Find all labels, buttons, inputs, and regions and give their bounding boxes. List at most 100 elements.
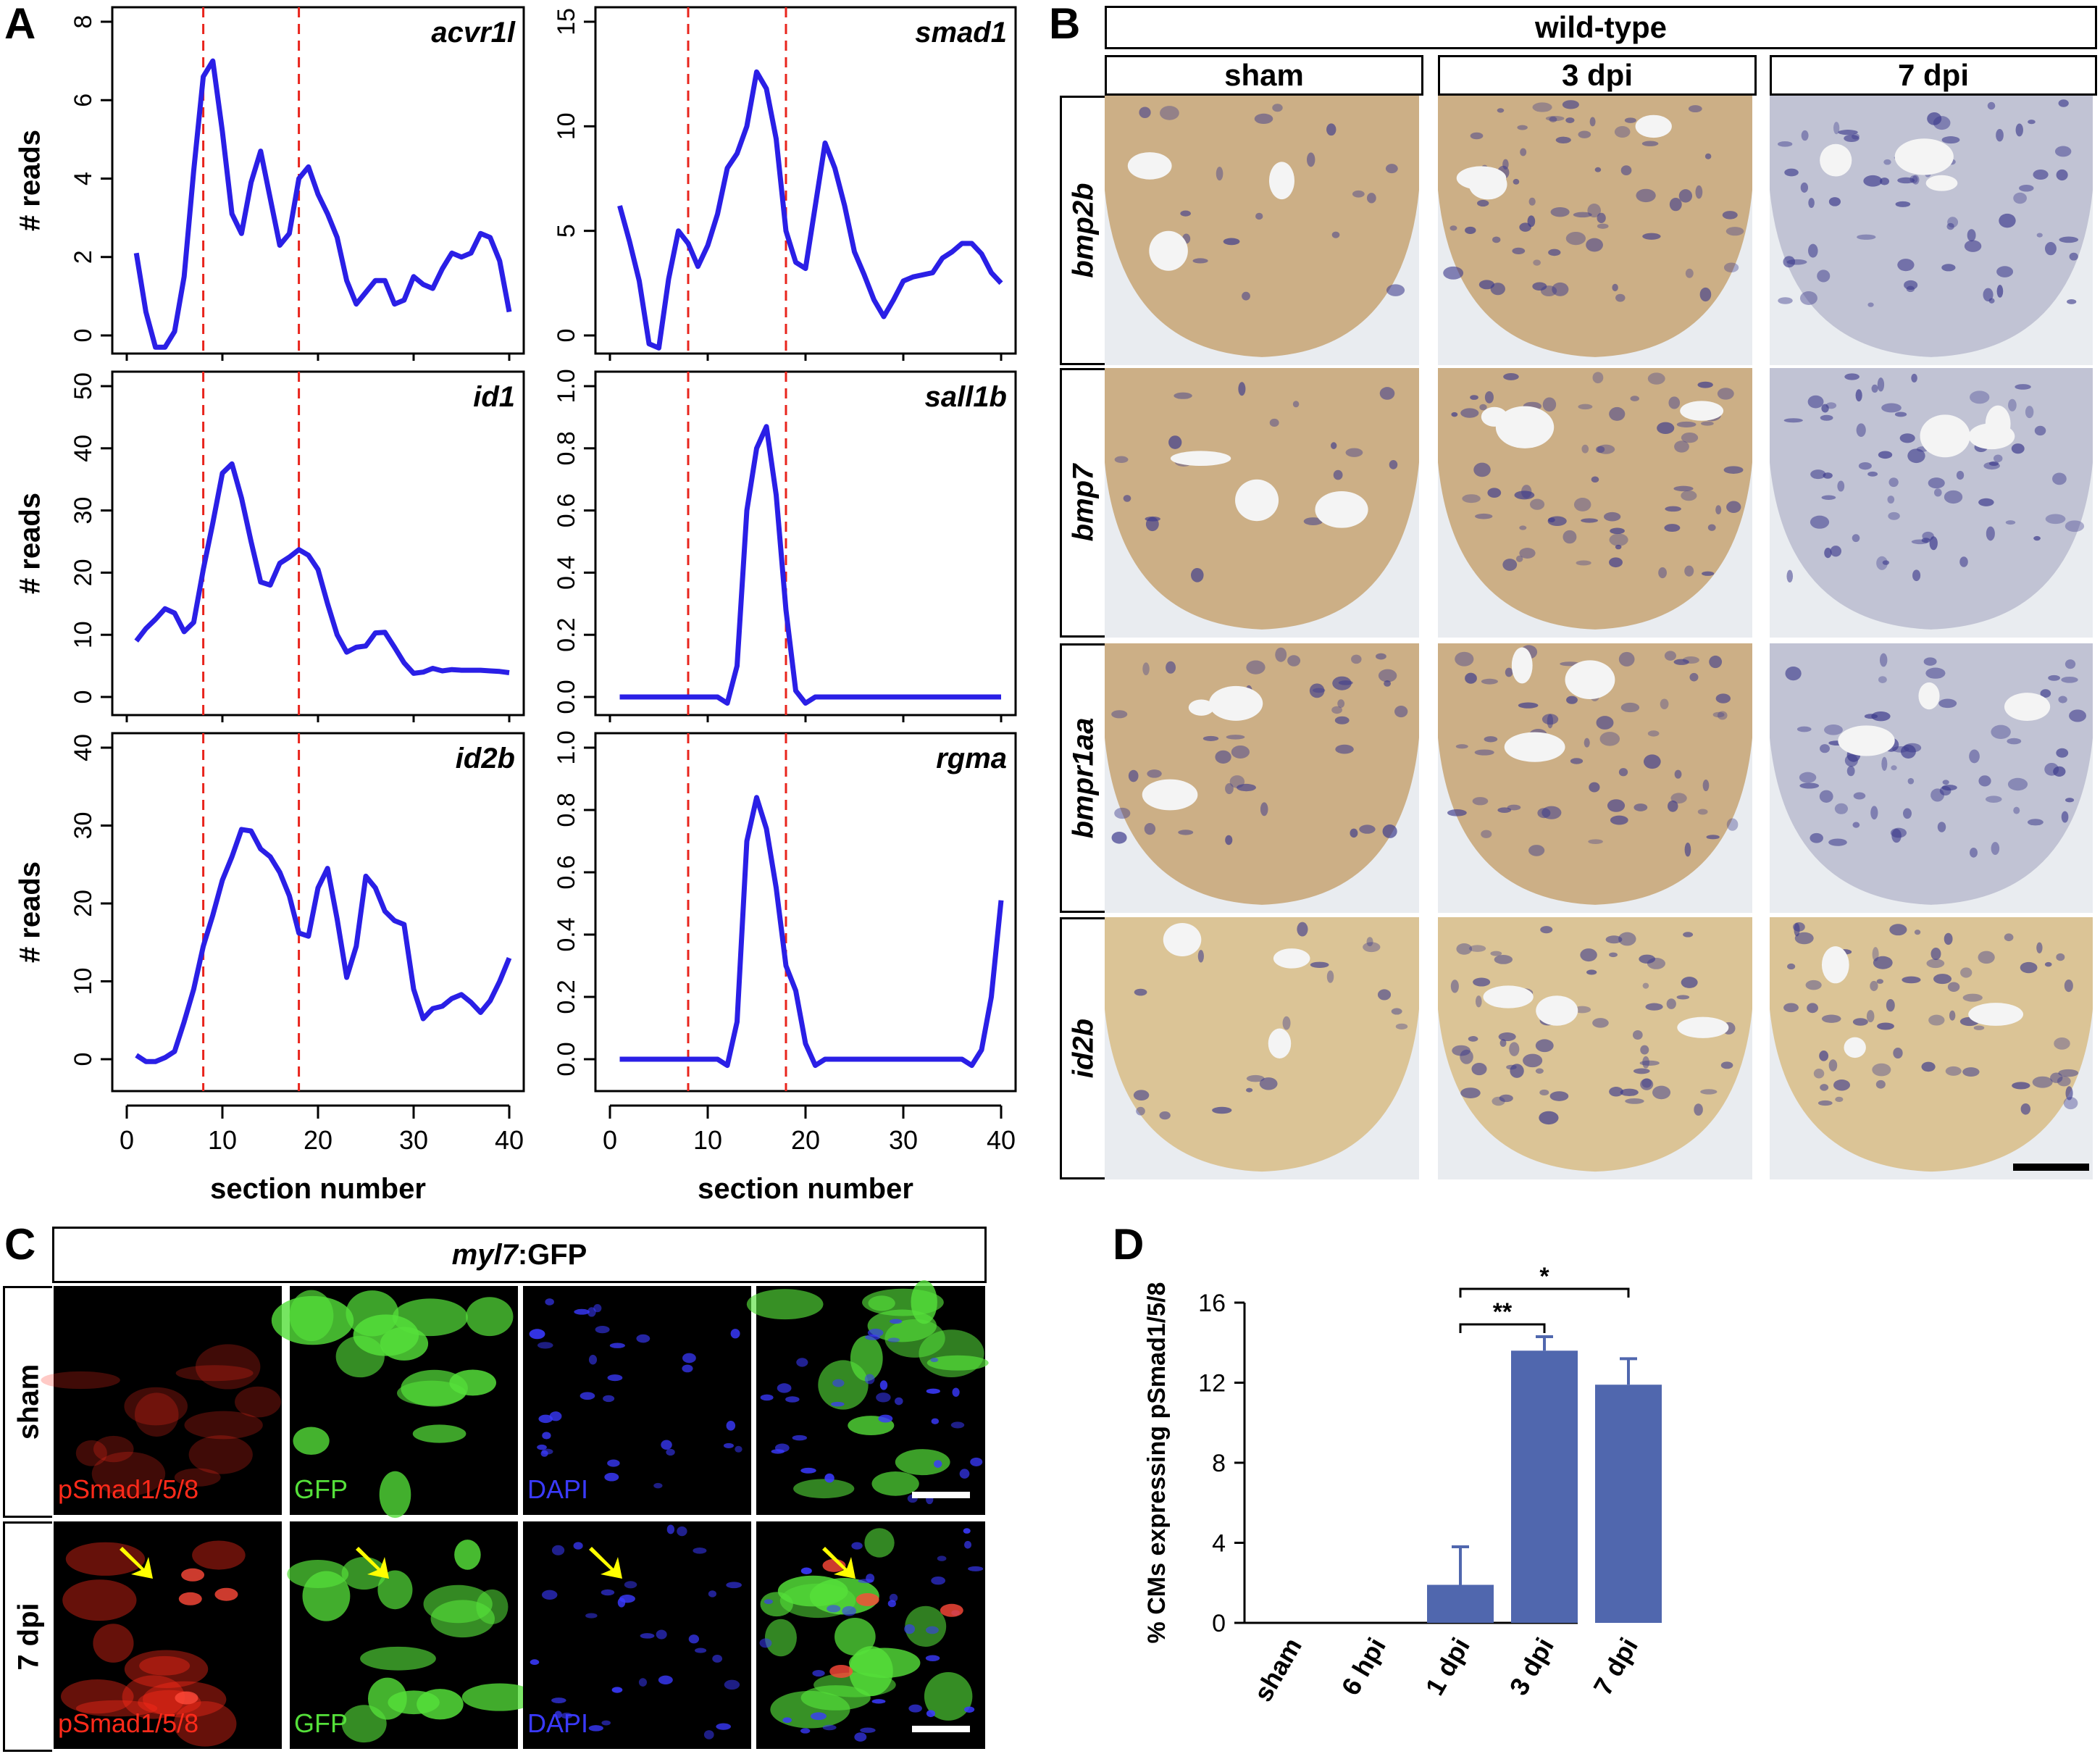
gfp-myofiber <box>871 1471 919 1496</box>
stain-spot <box>1985 795 2002 803</box>
stain-spot <box>1391 1008 1402 1015</box>
dapi-nucleus <box>726 1582 742 1589</box>
stain-spot <box>1498 1032 1516 1042</box>
dapi-nucleus <box>812 1669 825 1677</box>
stain-spot <box>1603 511 1621 522</box>
stain-spot <box>1906 285 1915 293</box>
stain-spot <box>1297 922 1308 937</box>
lumen-gap <box>1149 230 1188 271</box>
in-situ-image-bmpr1aa <box>1438 643 1752 913</box>
stain-spot <box>1794 923 1800 937</box>
bar-chart: 0 4 8 12 16 % CMs expressing pSmad1/5/8 sham 6 … <box>1143 1263 1662 1706</box>
psmad-signal <box>192 1540 246 1570</box>
stain-spot <box>1720 1061 1733 1069</box>
stain-spot <box>1345 448 1363 457</box>
plot-title: acvr1l <box>431 17 516 49</box>
dapi-nucleus <box>937 1555 947 1561</box>
gfp-myofiber <box>924 1671 973 1721</box>
stain-spot <box>1947 982 1960 992</box>
y-tick-label: 40 <box>70 734 97 761</box>
dapi-nucleus <box>695 1647 707 1653</box>
stain-spot <box>1929 536 1938 551</box>
panel-b-column-header: sham <box>1105 55 1423 96</box>
significance-bracket <box>1459 1323 1546 1333</box>
stain-spot <box>1872 1063 1891 1077</box>
stain-spot <box>1592 1018 1609 1028</box>
dapi-nucleus <box>950 1421 965 1429</box>
stain-spot <box>1259 1077 1278 1090</box>
x-tick-label: 10 <box>693 1125 722 1155</box>
y-tick-label: 0.4 <box>553 556 580 590</box>
stain-spot <box>1902 976 1921 984</box>
stain-spot <box>1695 185 1703 199</box>
in-situ-image-bmp2b <box>1105 96 1419 365</box>
dapi-nucleus <box>854 1732 867 1742</box>
x-tick-label: 7 dpi <box>1587 1633 1644 1700</box>
stain-spot <box>1930 788 1944 802</box>
stain-spot <box>1238 382 1246 396</box>
gfp-myofiber <box>746 1289 824 1320</box>
stain-spot <box>1229 775 1245 788</box>
stain-spot <box>1376 653 1386 660</box>
lumen-gap <box>1968 1003 2024 1026</box>
reads-line <box>134 461 510 676</box>
stain-spot <box>1786 569 1794 583</box>
stain-spot <box>1889 924 1907 936</box>
dapi-nucleus <box>792 1434 808 1441</box>
stain-spot <box>1541 806 1562 819</box>
stain-spot <box>1817 1100 1833 1106</box>
stain-spot <box>1914 930 1921 935</box>
stain-spot <box>1541 714 1559 725</box>
stain-spot <box>1539 1089 1549 1096</box>
plot-title: smad1 <box>915 17 1007 49</box>
stain-spot <box>1231 745 1250 759</box>
psmad-signal <box>173 1701 237 1747</box>
gfp-myofiber <box>412 1424 467 1443</box>
psmad-signal <box>184 1411 263 1440</box>
stain-spot <box>2056 748 2069 758</box>
stain-spot <box>1460 1087 1481 1098</box>
lumen-gap <box>1838 725 1895 756</box>
stain-spot <box>1456 943 1473 955</box>
psmad-signal <box>139 1655 191 1676</box>
fluorescence-image <box>746 1280 989 1515</box>
dapi-nucleus <box>551 1545 565 1555</box>
stain-spot <box>1978 951 1995 964</box>
stain-spot <box>2020 961 2038 974</box>
stain-spot <box>1722 211 1738 220</box>
psmad-positive-nucleus <box>181 1568 205 1582</box>
dapi-nucleus <box>703 1730 714 1740</box>
dapi-nucleus <box>764 1599 773 1605</box>
stain-spot <box>1451 412 1458 417</box>
dapi-nucleus <box>716 1723 732 1730</box>
dapi-nucleus <box>574 1308 590 1315</box>
stain-spot <box>1864 714 1878 719</box>
stain-spot <box>1237 783 1256 792</box>
stain-spot <box>1879 653 1888 667</box>
psmad-signal <box>235 1386 281 1418</box>
stain-spot <box>1545 115 1565 122</box>
stain-spot <box>1978 498 1994 506</box>
stain-spot <box>1669 197 1682 212</box>
stain-spot <box>1704 153 1712 159</box>
stain-spot <box>1332 676 1352 690</box>
stain-spot <box>1487 488 1502 498</box>
stain-spot <box>1712 711 1725 718</box>
stain-spot <box>1830 546 1841 557</box>
lumen-gap <box>2004 693 2051 721</box>
psmad-signal <box>175 1365 254 1382</box>
stain-spot <box>1999 213 2016 228</box>
stain-spot <box>1699 287 1712 302</box>
line-plot-rgma: rgma 0.0 0.2 0.4 0.6 0.8 1.0 0 10 20 30 40 section n… <box>553 730 1017 1205</box>
stain-spot <box>1310 961 1329 968</box>
channel-label: GFP <box>294 1708 348 1738</box>
y-tick-label: 8 <box>70 15 97 29</box>
line-plot-smad1: smad1 0 5 10 15 <box>553 6 1017 361</box>
stain-spot <box>2065 798 2075 803</box>
y-tick-label: 0.4 <box>553 917 580 951</box>
stain-spot <box>2015 123 2023 137</box>
line-plot-sall1b: sall1b 0.0 0.2 0.4 0.6 0.8 1.0 <box>553 369 1017 722</box>
stain-spot <box>1911 373 1917 383</box>
gfp-myofiber <box>770 1690 850 1729</box>
stain-spot <box>2044 242 2057 256</box>
